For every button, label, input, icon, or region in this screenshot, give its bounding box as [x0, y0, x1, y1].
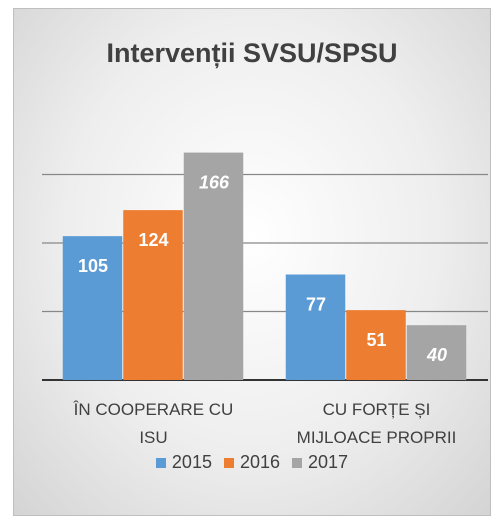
bar: [285, 274, 346, 380]
value-label: 105: [78, 256, 108, 276]
bar: [406, 325, 467, 380]
legend: 2015 2016 2017: [13, 452, 491, 473]
bar: [123, 210, 183, 380]
value-label: 77: [306, 294, 326, 314]
value-label: 166: [199, 172, 230, 192]
value-label: 40: [426, 345, 447, 365]
x-tick-label: ÎN COOPERARE CU ISU: [73, 400, 234, 447]
legend-swatch: [223, 457, 234, 468]
legend-swatch: [155, 457, 166, 468]
legend-item: 2016: [223, 452, 281, 473]
legend-item: 2015: [155, 452, 212, 473]
chart-title: Intervenții SVSU/SPSU: [106, 38, 397, 68]
legend-item: 2017: [292, 452, 348, 473]
bar: [346, 310, 406, 380]
legend-swatch: [292, 457, 303, 468]
legend-label: 2015: [171, 452, 212, 472]
legend-label: 2016: [239, 452, 281, 472]
bar: [62, 236, 123, 380]
x-tick-label: CU FORȚE ȘI MIJLOACE PROPRII: [296, 400, 457, 447]
value-label: 124: [138, 230, 168, 250]
value-label: 51: [366, 330, 386, 350]
legend-label: 2017: [308, 452, 349, 472]
bar: [183, 152, 244, 380]
